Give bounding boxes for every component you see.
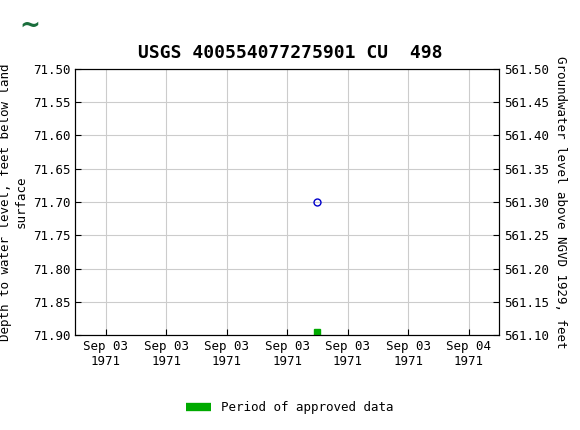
Legend: Period of approved data: Period of approved data (181, 396, 399, 419)
Y-axis label: Groundwater level above NGVD 1929, feet: Groundwater level above NGVD 1929, feet (554, 56, 567, 348)
Text: USGS 400554077275901 CU  498: USGS 400554077275901 CU 498 (138, 44, 442, 62)
Y-axis label: Depth to water level, feet below land
surface: Depth to water level, feet below land su… (0, 63, 27, 341)
FancyBboxPatch shape (3, 4, 59, 47)
Text: ~: ~ (20, 14, 41, 38)
Text: USGS: USGS (61, 17, 116, 35)
